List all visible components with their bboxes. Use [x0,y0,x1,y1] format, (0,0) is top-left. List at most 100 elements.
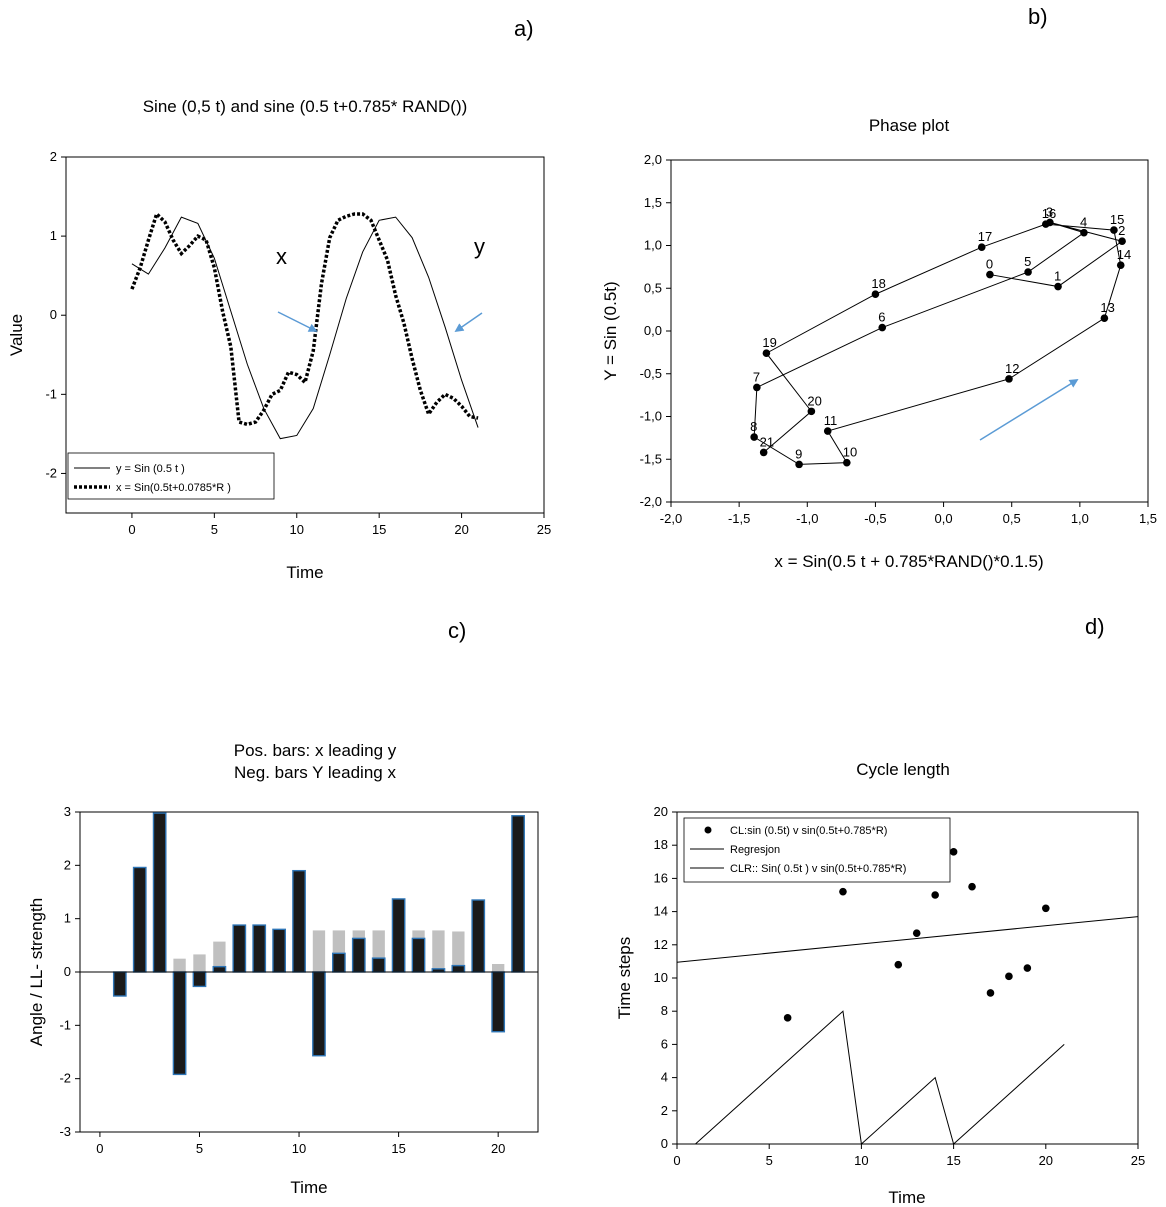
panel-d-xtick-label: 20 [1039,1153,1053,1168]
panel-b-point [1054,282,1062,291]
panel-d-cl-point [783,1014,792,1022]
panel-c-bar-dark [351,937,366,973]
panel-b-point-label: 20 [807,393,821,408]
panel-a-line-chart: Sine (0,5 t) and sine (0.5 t+0.785* RAND… [7,97,551,582]
panel-b-xtick-label: 0,0 [935,511,953,526]
panel-c-ylabel: Angle / LL- strength [27,898,46,1046]
panel-b-xtick-label: -1,5 [728,511,750,526]
panel-a-xtick-label: 15 [372,522,386,537]
panel-a-ytick-label: 1 [50,228,57,243]
panel-a-xtick-label: 5 [211,522,218,537]
panel-c-bar-grey [312,930,326,972]
panel-b-point-label: 7 [753,369,760,384]
panel-d-ytick-label: 14 [654,904,668,919]
panel-c-bar-dark [232,924,247,973]
panel-b-point [1080,228,1088,237]
panel-b-ytick-label: -1,5 [640,451,662,466]
panel-d-cl-point [949,848,958,856]
panel-b-point [753,383,761,392]
panel-b-point-label: 16 [1042,206,1056,221]
panel-b-point [807,407,816,416]
panel-b-point [1005,375,1013,383]
panel-c-bar-dark [491,971,506,1033]
panel-a-title: Sine (0,5 t) and sine (0.5 t+0.785* RAND… [143,97,468,116]
panel-a-y-annotation: y [474,234,485,259]
panel-d-title: Cycle length [856,760,950,779]
panel-d-ytick-label: 18 [654,837,668,852]
panel-c-ytick-label: 2 [64,857,71,872]
panel-c-ytick-label: 1 [64,911,71,926]
panel-b-ytick-label: -1,0 [640,409,662,424]
panel-a-xtick-label: 20 [454,522,468,537]
panel-b-point-label: 9 [795,446,802,461]
panel-b-point [762,349,771,358]
panel-d-ytick-label: 2 [661,1103,668,1118]
panel-c-ytick-label: -2 [59,1071,71,1086]
panel-d-xtick-label: 5 [766,1153,773,1168]
panel-d-ylabel: Time steps [615,937,634,1020]
panel-b-point [878,323,887,332]
panel-b-phase-plot: Phase plot -2,0 -1,5 -1,0 -0,5 0,0 0,5 1,0 1,5 -… [601,116,1157,571]
panel-b-point-label: 2 [1118,223,1125,238]
panel-b-ylabel: Y = Sin (0.5t) [601,281,620,380]
panel-c-xlabel: Time [290,1178,327,1197]
panel-d-xlabel: Time [888,1188,925,1207]
panel-b-point [843,458,851,467]
panel-b-point [1116,261,1125,269]
panel-c-ytick-label: 3 [64,804,71,819]
panel-b-trajectory-line [753,221,1124,465]
panel-a-xtick-label: 10 [290,522,304,537]
panel-d-letter: d) [1085,614,1105,639]
panel-b-point-label: 12 [1005,361,1019,376]
panel-c-bar-dark [212,965,227,973]
panel-a-legend-label-x: x = Sin(0.5t+0.0785*R ) [116,482,231,494]
panel-a-letter: a) [514,16,534,41]
panel-a-legend-box [67,452,275,500]
panel-d-cl-point [931,891,939,899]
panel-c-bar-dark [152,812,167,973]
panel-b-xtick-label: -0,5 [864,511,886,526]
panel-b-point [1110,226,1118,234]
panel-d-cl-point [894,960,903,969]
panel-b-ytick-label: 0,0 [644,323,662,338]
panel-b-point [977,243,986,252]
panel-d-legend: CL:sin (0.5t) v sin(0.5t+0.785*R) Regres… [683,817,951,883]
panel-d-ytick-label: 10 [654,970,668,985]
panel-d-cl-point [1005,972,1013,981]
panel-a-ylabel: Value [7,314,26,356]
panel-a-legend-label-y: y = Sin (0.5 t ) [116,463,185,475]
panel-d-ytick-label: 8 [661,1003,668,1018]
panel-c-bar-dark [272,928,287,973]
panel-c-bar-dark [132,866,147,973]
panel-c-bar-grey [213,941,226,972]
panel-b-xtick-label: 0,5 [1003,511,1021,526]
panel-d-legend-label-regression: Regresjon [730,844,780,856]
panel-b-point-label: 10 [843,445,857,460]
panel-b-point [986,270,994,279]
panel-b-ytick-label: -0,5 [640,366,662,381]
panel-b-direction-arrow [979,379,1079,441]
panel-c-bar-dark [192,971,207,988]
panel-b-ytick-label: 1,0 [644,238,662,253]
panel-b-point [1100,314,1109,322]
panel-d-xtick-label: 25 [1131,1153,1145,1168]
panel-b-ytick-label: 1,5 [644,195,662,210]
panel-d-ytick-label: 4 [661,1070,668,1085]
panel-a-plot-frame [65,156,545,514]
panel-d-cl-point [1042,904,1050,913]
panel-c-bar-dark [511,815,525,973]
panel-a-ytick-label: 0 [50,307,57,322]
panel-d-cycle-length: Cycle length 0 5 10 15 20 25 0 2 4 6 8 10 12 14 16 18 20… [615,760,1145,1207]
panel-a-legend: y = Sin (0.5 t ) x = Sin(0.5t+0.0785*R ) [67,452,275,500]
panel-d-ytick-label: 0 [661,1136,668,1151]
panel-c-xtick-label: 0 [96,1141,103,1156]
panel-c-xtick-label: 10 [292,1141,306,1156]
panel-c-ytick-label: 0 [64,964,71,979]
panel-c-bar-dark [451,964,466,973]
panel-b-point [1024,268,1032,276]
panel-c-bar-dark [112,971,127,997]
panel-b-point [795,460,803,469]
panel-a-arrow-y [454,312,483,333]
panel-a-series-x-line [130,210,479,427]
